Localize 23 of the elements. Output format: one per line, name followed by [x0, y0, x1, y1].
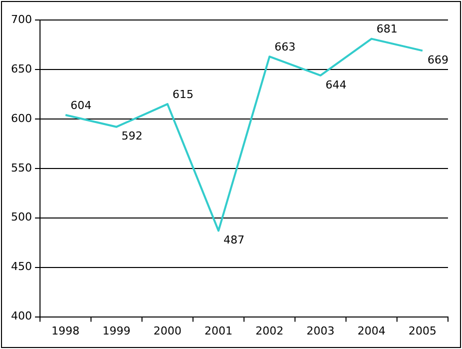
data-label: 669	[428, 54, 448, 67]
data-label: 615	[172, 88, 194, 101]
y-tick-label: 400	[10, 310, 32, 323]
x-tick-label: 2003	[306, 324, 334, 338]
y-tick-label: 450	[10, 260, 32, 274]
x-tick-label: 1999	[102, 324, 130, 338]
data-label: 592	[121, 130, 142, 143]
y-tick-label: 500	[10, 210, 32, 224]
y-tick-label: 600	[10, 112, 32, 125]
y-tick-label: 650	[10, 62, 32, 76]
x-tick-label: 2000	[153, 324, 182, 338]
x-tick-label: 2005	[408, 324, 436, 338]
y-tick-label: 700	[10, 12, 32, 26]
data-label: 644	[326, 78, 346, 92]
x-tick-label: 2002	[256, 324, 284, 338]
data-label: 487	[224, 234, 244, 247]
x-tick-label: 2001	[204, 324, 232, 338]
data-label: 604	[70, 98, 92, 112]
x-tick-label: 1998	[51, 324, 80, 338]
data-label: 681	[376, 22, 398, 36]
data-label: 663	[274, 40, 296, 54]
y-tick-label: 550	[10, 161, 32, 174]
x-tick-label: 2004	[358, 324, 386, 338]
